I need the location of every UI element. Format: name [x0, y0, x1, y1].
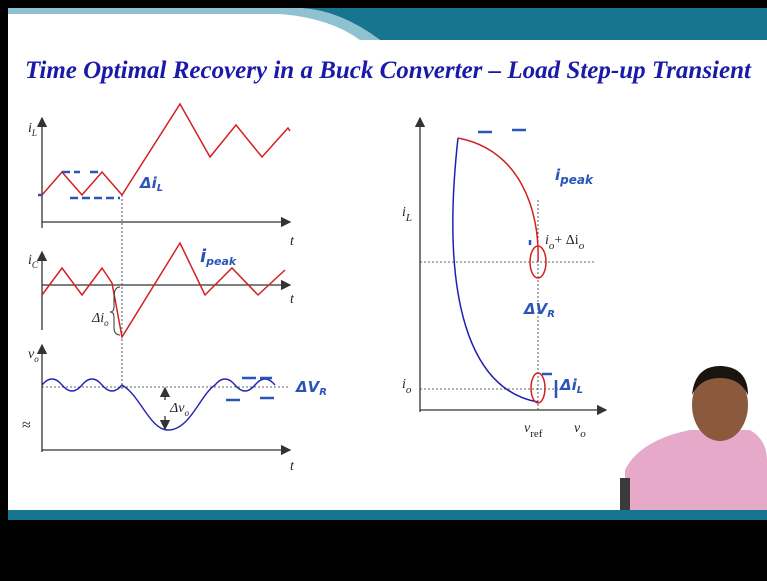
slide-title: Time Optimal Recovery in a Buck Converte…	[25, 57, 752, 84]
footer-band	[8, 510, 767, 520]
screen: Time Optimal Recovery in a Buck Converte…	[0, 0, 767, 581]
page: Time Optimal Recovery in a Buck Converte…	[0, 0, 767, 581]
break-symbol: ≈	[22, 417, 31, 434]
chair	[620, 478, 630, 510]
